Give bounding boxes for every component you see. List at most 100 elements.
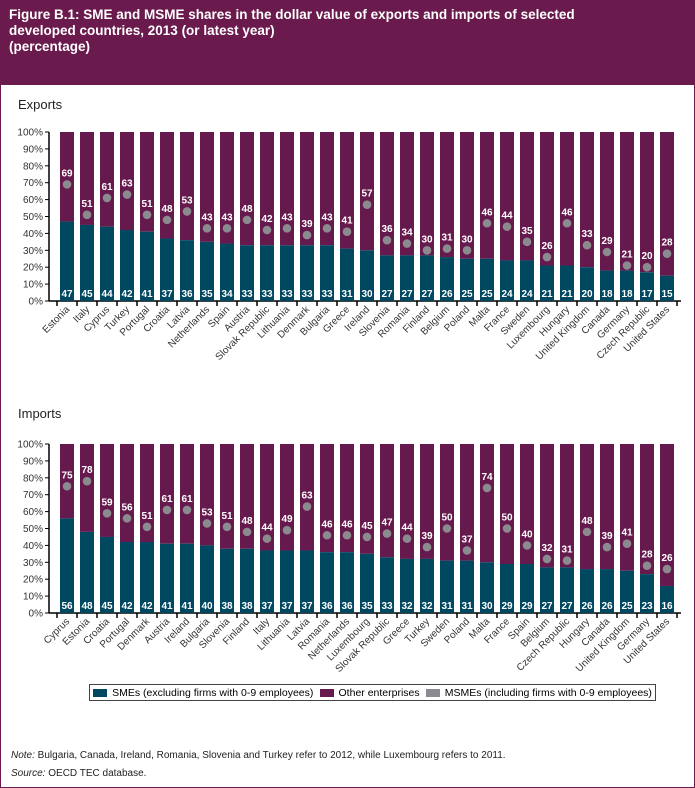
bar-other (260, 444, 274, 551)
msme-swatch (425, 688, 440, 697)
bar-other (300, 444, 314, 551)
msme-marker (322, 224, 332, 233)
msme-marker (522, 237, 532, 247)
bar-sme (660, 275, 674, 301)
bar-sme (420, 558, 434, 613)
msme-value-label: 57 (361, 189, 373, 200)
bar-other (340, 444, 354, 553)
msme-value-label: 39 (601, 531, 613, 542)
bar-sme (340, 248, 354, 301)
bar-sme (380, 557, 394, 613)
bar-other (180, 132, 194, 241)
bar-sme (240, 245, 254, 301)
bar-sme (360, 553, 374, 613)
legend-item-sme: SMEs (excluding firms with 0-9 employees… (93, 687, 313, 699)
sme-value-label: 16 (661, 601, 673, 612)
msme-value-label: 61 (161, 494, 173, 505)
sme-value-label: 37 (301, 601, 313, 612)
msme-value-label: 48 (241, 516, 253, 527)
bar-sme (640, 574, 654, 613)
bar-other (600, 444, 614, 570)
msme-marker (422, 542, 432, 552)
sme-value-label: 18 (621, 289, 633, 300)
bar-sme (360, 250, 374, 301)
sme-value-label: 27 (541, 601, 553, 612)
msme-marker (542, 252, 552, 262)
msme-marker (202, 519, 212, 528)
msme-value-label: 46 (341, 519, 353, 530)
msme-marker (142, 210, 152, 220)
msme-marker (522, 541, 532, 550)
sme-value-label: 41 (181, 601, 193, 612)
msme-marker (122, 190, 132, 199)
source-label: Source: (11, 768, 46, 779)
bar-sme (200, 241, 214, 301)
bar-sme (100, 226, 114, 301)
msme-value-label: 56 (121, 502, 133, 513)
msme-value-label: 30 (461, 234, 473, 245)
bar-sme (500, 260, 514, 301)
sme-value-label: 38 (221, 601, 233, 612)
msme-marker (502, 222, 512, 231)
msme-marker (362, 532, 372, 542)
bar-sme (260, 245, 274, 301)
msme-value-label: 26 (541, 241, 553, 252)
sme-value-label: 37 (161, 289, 173, 300)
source-text: OECD TEC database. (45, 768, 147, 779)
bar-other (320, 132, 334, 246)
bar-sme (280, 245, 294, 301)
y-tick-label: 10% (23, 280, 43, 291)
legend: SMEs (excluding firms with 0-9 employees… (89, 684, 656, 701)
bar-other (460, 132, 474, 259)
msme-value-label: 32 (541, 543, 553, 554)
sme-value-label: 37 (281, 601, 293, 612)
bar-other (360, 132, 374, 251)
bar-sme (660, 585, 674, 613)
bar-sme (580, 569, 594, 613)
bar-other (200, 444, 214, 546)
bar-sme (340, 552, 354, 613)
msme-value-label: 43 (221, 212, 233, 223)
bar-other (540, 444, 554, 568)
bar-other (660, 444, 674, 586)
msme-marker (562, 218, 572, 228)
bar-other (380, 444, 394, 558)
x-tick-label: Estonia (41, 304, 73, 336)
sme-value-label: 26 (601, 601, 613, 612)
figure-title: Figure B.1: SME and MSME shares in the d… (9, 7, 575, 22)
msme-marker (162, 215, 172, 225)
msme-value-label: 30 (421, 234, 433, 245)
bar-other (560, 444, 574, 568)
msme-marker (662, 564, 672, 574)
sme-value-label: 17 (641, 289, 653, 300)
msme-value-label: 50 (441, 513, 453, 524)
y-tick-label: 40% (23, 229, 43, 240)
msme-value-label: 42 (261, 214, 273, 225)
bar-sme (560, 265, 574, 301)
msme-value-label: 48 (581, 516, 593, 527)
msme-value-label: 48 (241, 204, 253, 215)
bar-sme (520, 563, 534, 613)
sme-value-label: 45 (81, 289, 93, 300)
msme-value-label: 39 (301, 219, 313, 230)
msme-value-label: 51 (81, 199, 93, 210)
bar-sme (120, 230, 134, 301)
msme-value-label: 43 (281, 212, 293, 223)
msme-marker (62, 180, 72, 189)
msme-marker (62, 481, 72, 491)
msme-marker (82, 476, 92, 486)
bar-other (660, 132, 674, 276)
bar-other (60, 444, 74, 519)
msme-value-label: 36 (381, 224, 393, 235)
y-tick-label: 0% (29, 609, 44, 620)
sme-value-label: 15 (661, 289, 673, 300)
msme-marker (122, 514, 132, 523)
bar-other (620, 132, 634, 271)
bar-sme (140, 542, 154, 613)
bar-other (640, 132, 654, 273)
sme-value-label: 29 (501, 601, 513, 612)
bar-other (300, 132, 314, 246)
bar-other (200, 132, 214, 242)
bar-other (220, 444, 234, 549)
msme-value-label: 63 (121, 179, 133, 190)
